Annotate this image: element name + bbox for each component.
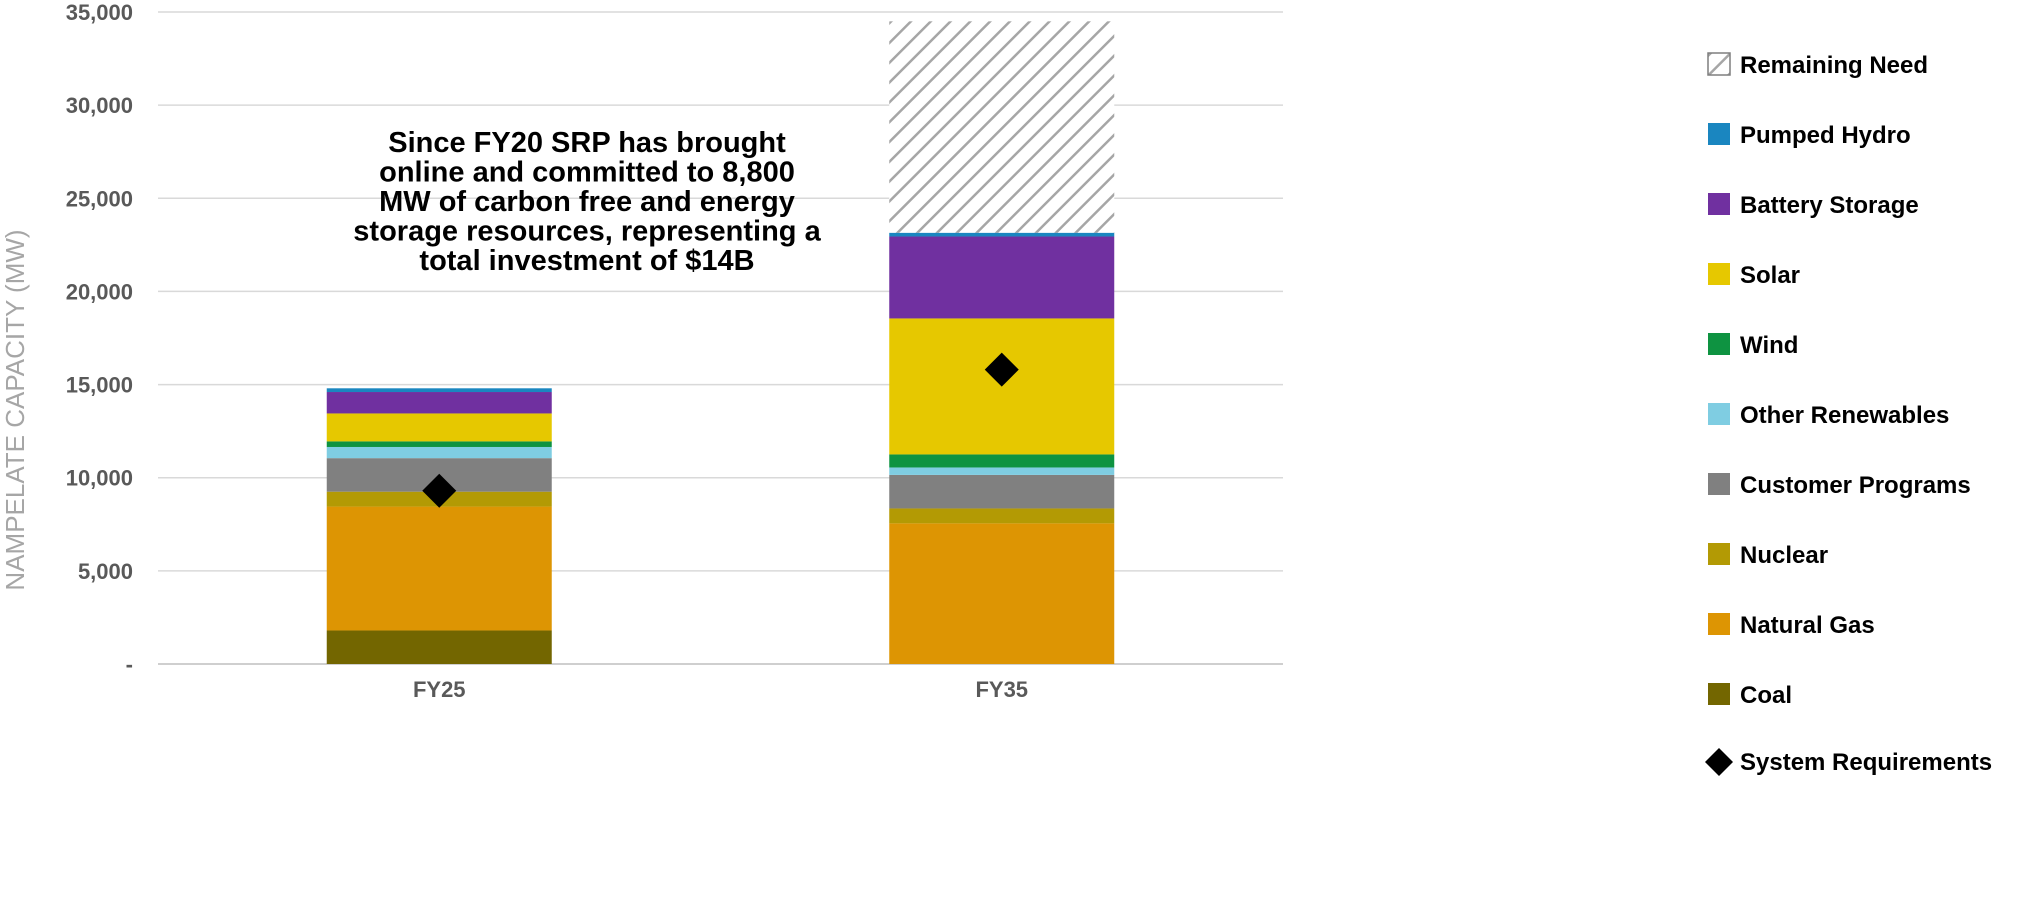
legend-swatch xyxy=(1708,123,1730,145)
legend-item-natural-gas: Natural Gas xyxy=(1708,612,1875,639)
legend-item-customer-programs: Customer Programs xyxy=(1708,472,1971,499)
legend-swatch xyxy=(1708,403,1730,425)
bar-segment-coal-fy25 xyxy=(326,630,552,664)
legend-label: Other Renewables xyxy=(1740,402,1949,429)
legend-label: Wind xyxy=(1740,332,1798,359)
legend-item-coal: Coal xyxy=(1708,682,1792,709)
legend-label: Customer Programs xyxy=(1740,472,1971,499)
legend-item-pumped-hydro: Pumped Hydro xyxy=(1708,122,1911,149)
bar-segment-solar-fy25 xyxy=(326,413,552,442)
system-requirement-markers xyxy=(422,352,1019,508)
legend: Remaining Need Pumped Hydro Battery Storag… xyxy=(1705,52,1992,776)
legend-swatch xyxy=(1708,333,1730,355)
system-requirements-marker-fy35 xyxy=(984,352,1019,387)
legend-label: Battery Storage xyxy=(1740,192,1919,219)
legend-swatch xyxy=(1708,473,1730,495)
bar-segment-other-renewables-fy25 xyxy=(326,446,552,459)
y-tick-label: 20,000 xyxy=(66,279,133,304)
bar-segment-customer-programs-fy35 xyxy=(889,474,1115,509)
legend-label: Natural Gas xyxy=(1740,612,1875,639)
annotation-note: Since FY20 SRP has brought online and com… xyxy=(353,127,821,277)
system-requirements-marker-fy25 xyxy=(422,473,457,508)
bar-segment-natural-gas-fy35 xyxy=(889,523,1115,664)
legend-swatch xyxy=(1708,613,1730,635)
bar-segment-pumped-hydro-fy25 xyxy=(326,388,552,393)
bar-segment-natural-gas-fy25 xyxy=(326,506,552,631)
y-axis-ticks: - 5,000 10,000 15,000 20,000 25,000 30,000 35,0… xyxy=(66,0,133,677)
bar-segment-wind-fy25 xyxy=(326,441,552,447)
y-axis-title: NAMPELATE CAPACITY (MW) xyxy=(0,229,30,590)
legend-label: Solar xyxy=(1740,262,1800,289)
legend-item-remaining-need: Remaining Need xyxy=(1707,52,1928,79)
legend-label: System Requirements xyxy=(1740,749,1992,776)
bar-segment-battery-storage-fy35 xyxy=(889,236,1115,319)
legend-item-battery-storage: Battery Storage xyxy=(1708,192,1919,219)
annotation-line: total investment of $14B xyxy=(419,245,754,277)
x-axis-ticks: FY25 FY35 xyxy=(413,677,1028,702)
bar-segment-battery-storage-fy25 xyxy=(326,392,552,414)
annotation-line: Since FY20 SRP has brought xyxy=(388,127,786,159)
legend-swatch xyxy=(1708,683,1730,705)
legend-label: Nuclear xyxy=(1740,542,1828,569)
y-tick-label: 25,000 xyxy=(66,186,133,211)
annotation-line: storage resources, representing a xyxy=(353,216,821,248)
legend-item-other-renewables: Other Renewables xyxy=(1708,402,1949,429)
legend-item-system-requirements: System Requirements xyxy=(1705,748,1992,776)
legend-diamond xyxy=(1705,748,1733,776)
bar-segment-remaining-need-fy35 xyxy=(889,21,1115,233)
bar-segment-wind-fy35 xyxy=(889,454,1115,468)
y-tick-label: 35,000 xyxy=(66,0,133,25)
bars xyxy=(326,21,1115,664)
legend-item-nuclear: Nuclear xyxy=(1708,542,1828,569)
legend-item-solar: Solar xyxy=(1708,262,1800,289)
y-tick-label: 30,000 xyxy=(66,93,133,118)
legend-swatch xyxy=(1708,193,1730,215)
legend-label: Pumped Hydro xyxy=(1740,122,1911,149)
x-tick-label: FY25 xyxy=(413,677,466,702)
legend-swatch xyxy=(1707,52,1731,76)
x-tick-label: FY35 xyxy=(975,677,1028,702)
legend-label: Coal xyxy=(1740,682,1792,709)
legend-item-wind: Wind xyxy=(1708,332,1798,359)
legend-label: Remaining Need xyxy=(1740,52,1928,79)
annotation-line: MW of carbon free and energy xyxy=(379,186,795,218)
bar-segment-nuclear-fy35 xyxy=(889,508,1115,524)
bar-segment-pumped-hydro-fy35 xyxy=(889,232,1115,237)
annotation-line: online and committed to 8,800 xyxy=(379,157,795,189)
y-tick-label: 15,000 xyxy=(66,373,133,398)
legend-swatch xyxy=(1708,543,1730,565)
y-tick-label: 5,000 xyxy=(78,559,133,584)
y-tick-label: 10,000 xyxy=(66,466,133,491)
y-tick-label: - xyxy=(126,652,133,677)
bar-segment-other-renewables-fy35 xyxy=(889,467,1115,475)
legend-swatch xyxy=(1708,263,1730,285)
